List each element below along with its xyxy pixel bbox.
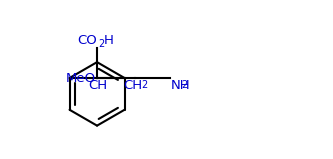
Text: CH: CH [124,79,143,92]
Text: 2: 2 [98,39,105,49]
Text: 2: 2 [181,80,187,90]
Text: CH: CH [88,79,107,92]
Text: MeO: MeO [66,72,96,85]
Text: H: H [104,34,114,47]
Text: NH: NH [171,79,190,92]
Text: CO: CO [78,34,97,47]
Text: 2: 2 [141,80,147,90]
